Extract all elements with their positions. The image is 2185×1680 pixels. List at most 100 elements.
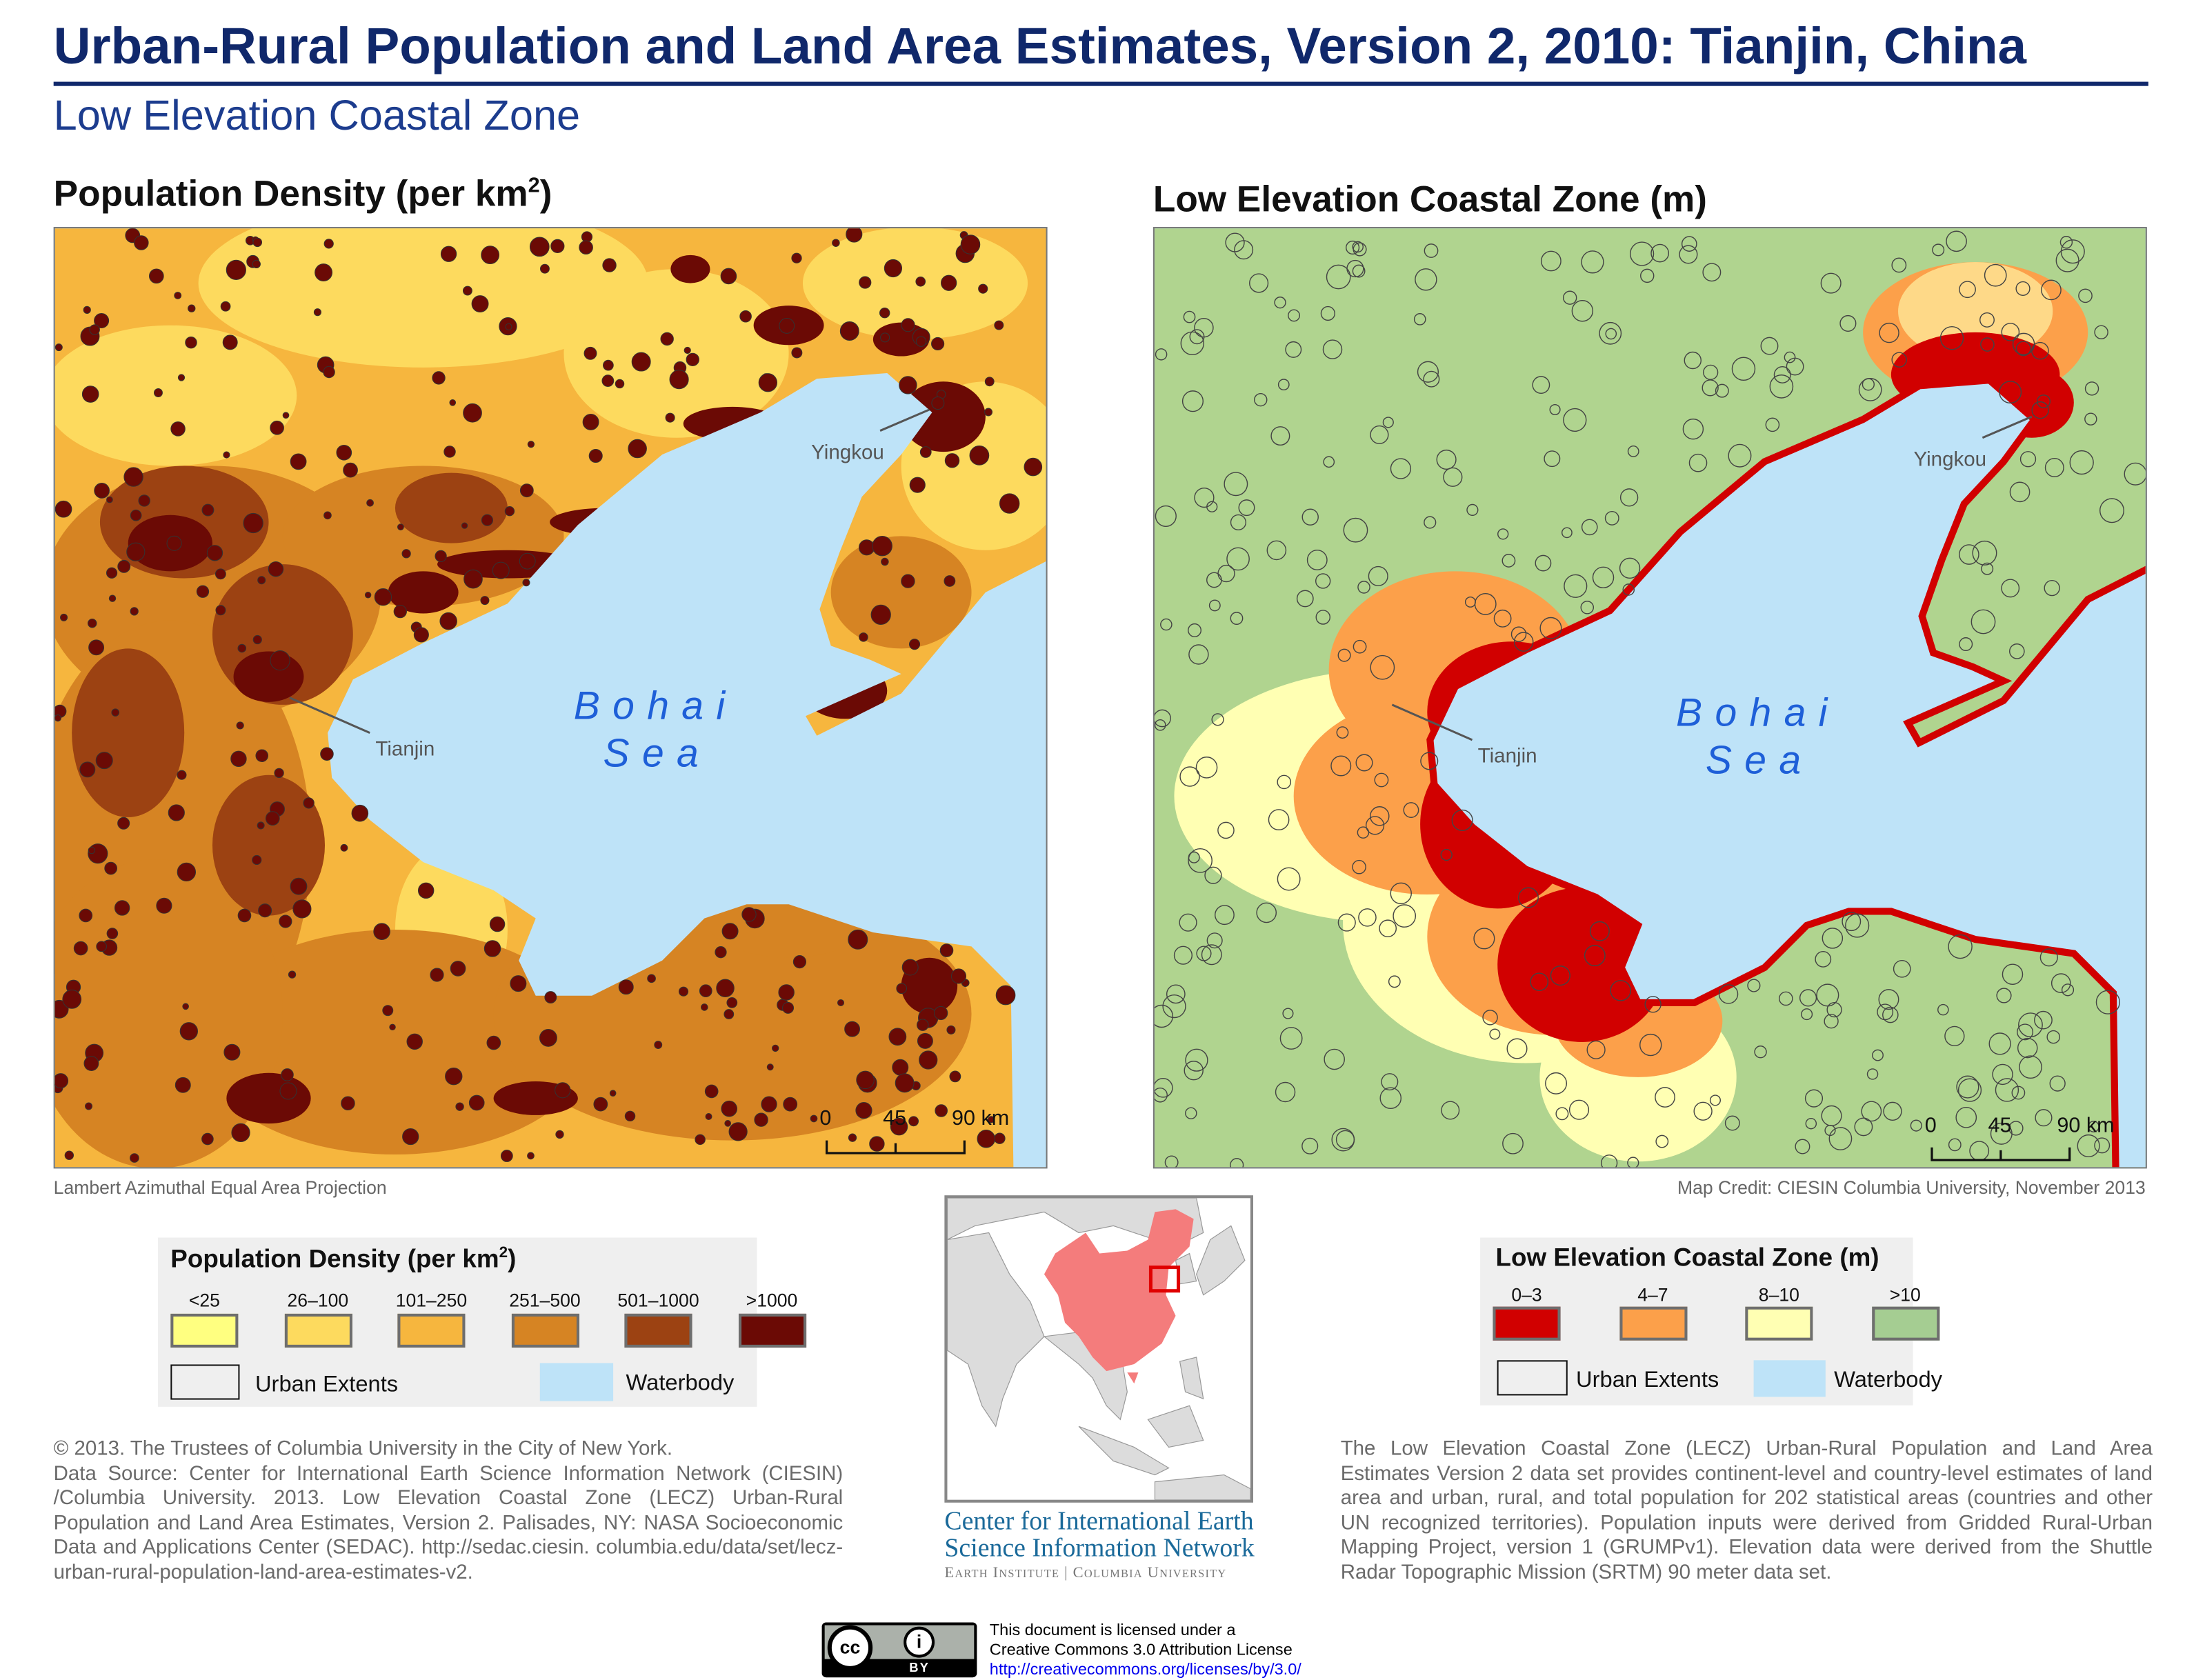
label-sea: Sea bbox=[603, 732, 712, 776]
urban-extent bbox=[1702, 263, 1722, 282]
urban-extent bbox=[2060, 239, 2085, 264]
urban-extent bbox=[1540, 250, 1562, 272]
urban-extent bbox=[432, 371, 446, 385]
urban-extent bbox=[73, 941, 88, 956]
urban-extent bbox=[855, 1102, 872, 1119]
urban-extent bbox=[660, 332, 674, 346]
urban-extent bbox=[1948, 1138, 1962, 1152]
urban-extent bbox=[1206, 932, 1223, 949]
urban-extent bbox=[255, 749, 269, 763]
urban-extent bbox=[1155, 505, 1177, 528]
urban-extent bbox=[2041, 279, 2062, 301]
urban-extent bbox=[1571, 300, 1594, 322]
lecz-map[interactable]: Yingkou Tianjin Bohai Sea 0 45 90 km bbox=[1153, 227, 2147, 1169]
urban-extent bbox=[1981, 562, 1994, 575]
urban-extent bbox=[413, 627, 429, 643]
urban-extent bbox=[2019, 1055, 2042, 1079]
urban-extent bbox=[1379, 919, 1397, 938]
urban-extent bbox=[1805, 1117, 1817, 1130]
urban-extent bbox=[978, 283, 988, 294]
urban-extent bbox=[1682, 418, 1704, 440]
lecz-swatch-2 bbox=[1745, 1306, 1813, 1341]
urban-extent bbox=[54, 343, 63, 352]
urban-extent bbox=[1230, 612, 1244, 625]
urban-extent bbox=[1944, 1026, 1965, 1047]
urban-extent bbox=[505, 323, 512, 330]
urban-extent bbox=[1320, 306, 1335, 321]
urban-extent bbox=[631, 352, 651, 372]
urban-extent bbox=[1545, 1072, 1568, 1094]
urban-extent bbox=[1563, 290, 1577, 305]
license-link[interactable]: http://creativecommons.org/licenses/by/3… bbox=[989, 1661, 1301, 1679]
yingkou-leader-line bbox=[879, 408, 930, 432]
urban-extent bbox=[1179, 766, 1200, 787]
urban-extent bbox=[1331, 1128, 1355, 1152]
urban-extent bbox=[994, 1132, 1006, 1144]
urban-extent bbox=[593, 1097, 608, 1112]
urban-extent bbox=[721, 1100, 738, 1117]
urban-extent bbox=[417, 882, 435, 899]
urban-extent bbox=[609, 1090, 617, 1097]
urban-extent bbox=[303, 797, 315, 809]
urban-extent bbox=[949, 1070, 961, 1083]
urban-extent bbox=[1230, 1158, 1244, 1168]
urban-extents-swatch bbox=[170, 1364, 240, 1400]
urban-extent bbox=[1584, 945, 1606, 967]
urban-extent bbox=[1688, 453, 1708, 472]
urban-extent bbox=[1266, 540, 1287, 561]
urban-extent bbox=[1166, 984, 1186, 1004]
urban-extent bbox=[2001, 579, 2020, 598]
urban-extent bbox=[1754, 1046, 1767, 1059]
urban-extent bbox=[290, 877, 308, 895]
population-density-map[interactable]: Yingkou Tianjin Bohai Sea 0 45 90 km bbox=[53, 227, 1048, 1169]
urban-extent bbox=[1995, 1078, 2019, 1102]
urban-extent bbox=[1882, 1006, 1899, 1023]
waterbody-label: Waterbody bbox=[626, 1371, 735, 1396]
urban-extent bbox=[1605, 328, 1617, 340]
urban-extent bbox=[85, 1102, 92, 1110]
urban-extent bbox=[1773, 366, 1791, 383]
urban-extent bbox=[323, 511, 332, 520]
urban-extent bbox=[1910, 1119, 1922, 1132]
urban-extent bbox=[1337, 913, 1356, 932]
cc-by-badge[interactable]: cc i BY bbox=[821, 1622, 977, 1678]
urban-extent bbox=[791, 252, 802, 263]
page-subtitle: Low Elevation Coastal Zone bbox=[53, 92, 581, 140]
urban-extent bbox=[54, 1073, 69, 1089]
urban-extent bbox=[1194, 487, 1215, 508]
urban-extent bbox=[279, 914, 292, 928]
density-swatch-1 bbox=[283, 1313, 352, 1348]
urban-extent bbox=[156, 897, 172, 914]
lecz-swatch-3 bbox=[1871, 1306, 1939, 1341]
projection-note: Lambert Azimuthal Equal Area Projection bbox=[53, 1177, 387, 1199]
urban-extent bbox=[153, 388, 163, 397]
urban-extent bbox=[1550, 966, 1570, 986]
urban-extent bbox=[1443, 467, 1463, 487]
density-map-heading: Population Density (per km2) bbox=[54, 172, 552, 215]
urban-extent bbox=[2009, 481, 2031, 503]
urban-extent bbox=[1549, 403, 1561, 416]
urban-extent bbox=[1747, 979, 1761, 992]
urban-extent bbox=[934, 1006, 948, 1021]
urban-extent bbox=[243, 512, 263, 534]
urban-extent bbox=[960, 234, 981, 254]
ciesin-logo-line1: Center for International Earth bbox=[944, 1508, 1254, 1537]
urban-extent bbox=[899, 376, 917, 394]
urban-extent bbox=[915, 276, 926, 287]
urban-extent bbox=[1355, 754, 1373, 772]
urban-extent bbox=[2015, 341, 2031, 357]
urban-extent bbox=[83, 306, 91, 314]
urban-extent bbox=[462, 286, 472, 296]
urban-extent bbox=[1718, 984, 1739, 1004]
urban-extent bbox=[779, 317, 795, 334]
urban-extent bbox=[1679, 245, 1698, 264]
urban-extent bbox=[343, 462, 358, 478]
urban-extent bbox=[2017, 1037, 2038, 1059]
urban-extent bbox=[1826, 1001, 1842, 1018]
urban-extent bbox=[1234, 240, 1254, 260]
urban-extent bbox=[174, 292, 182, 299]
urban-extent bbox=[2018, 1012, 2043, 1038]
urban-extent bbox=[468, 1094, 485, 1111]
urban-extent bbox=[366, 499, 374, 507]
urban-extent bbox=[810, 1114, 818, 1123]
